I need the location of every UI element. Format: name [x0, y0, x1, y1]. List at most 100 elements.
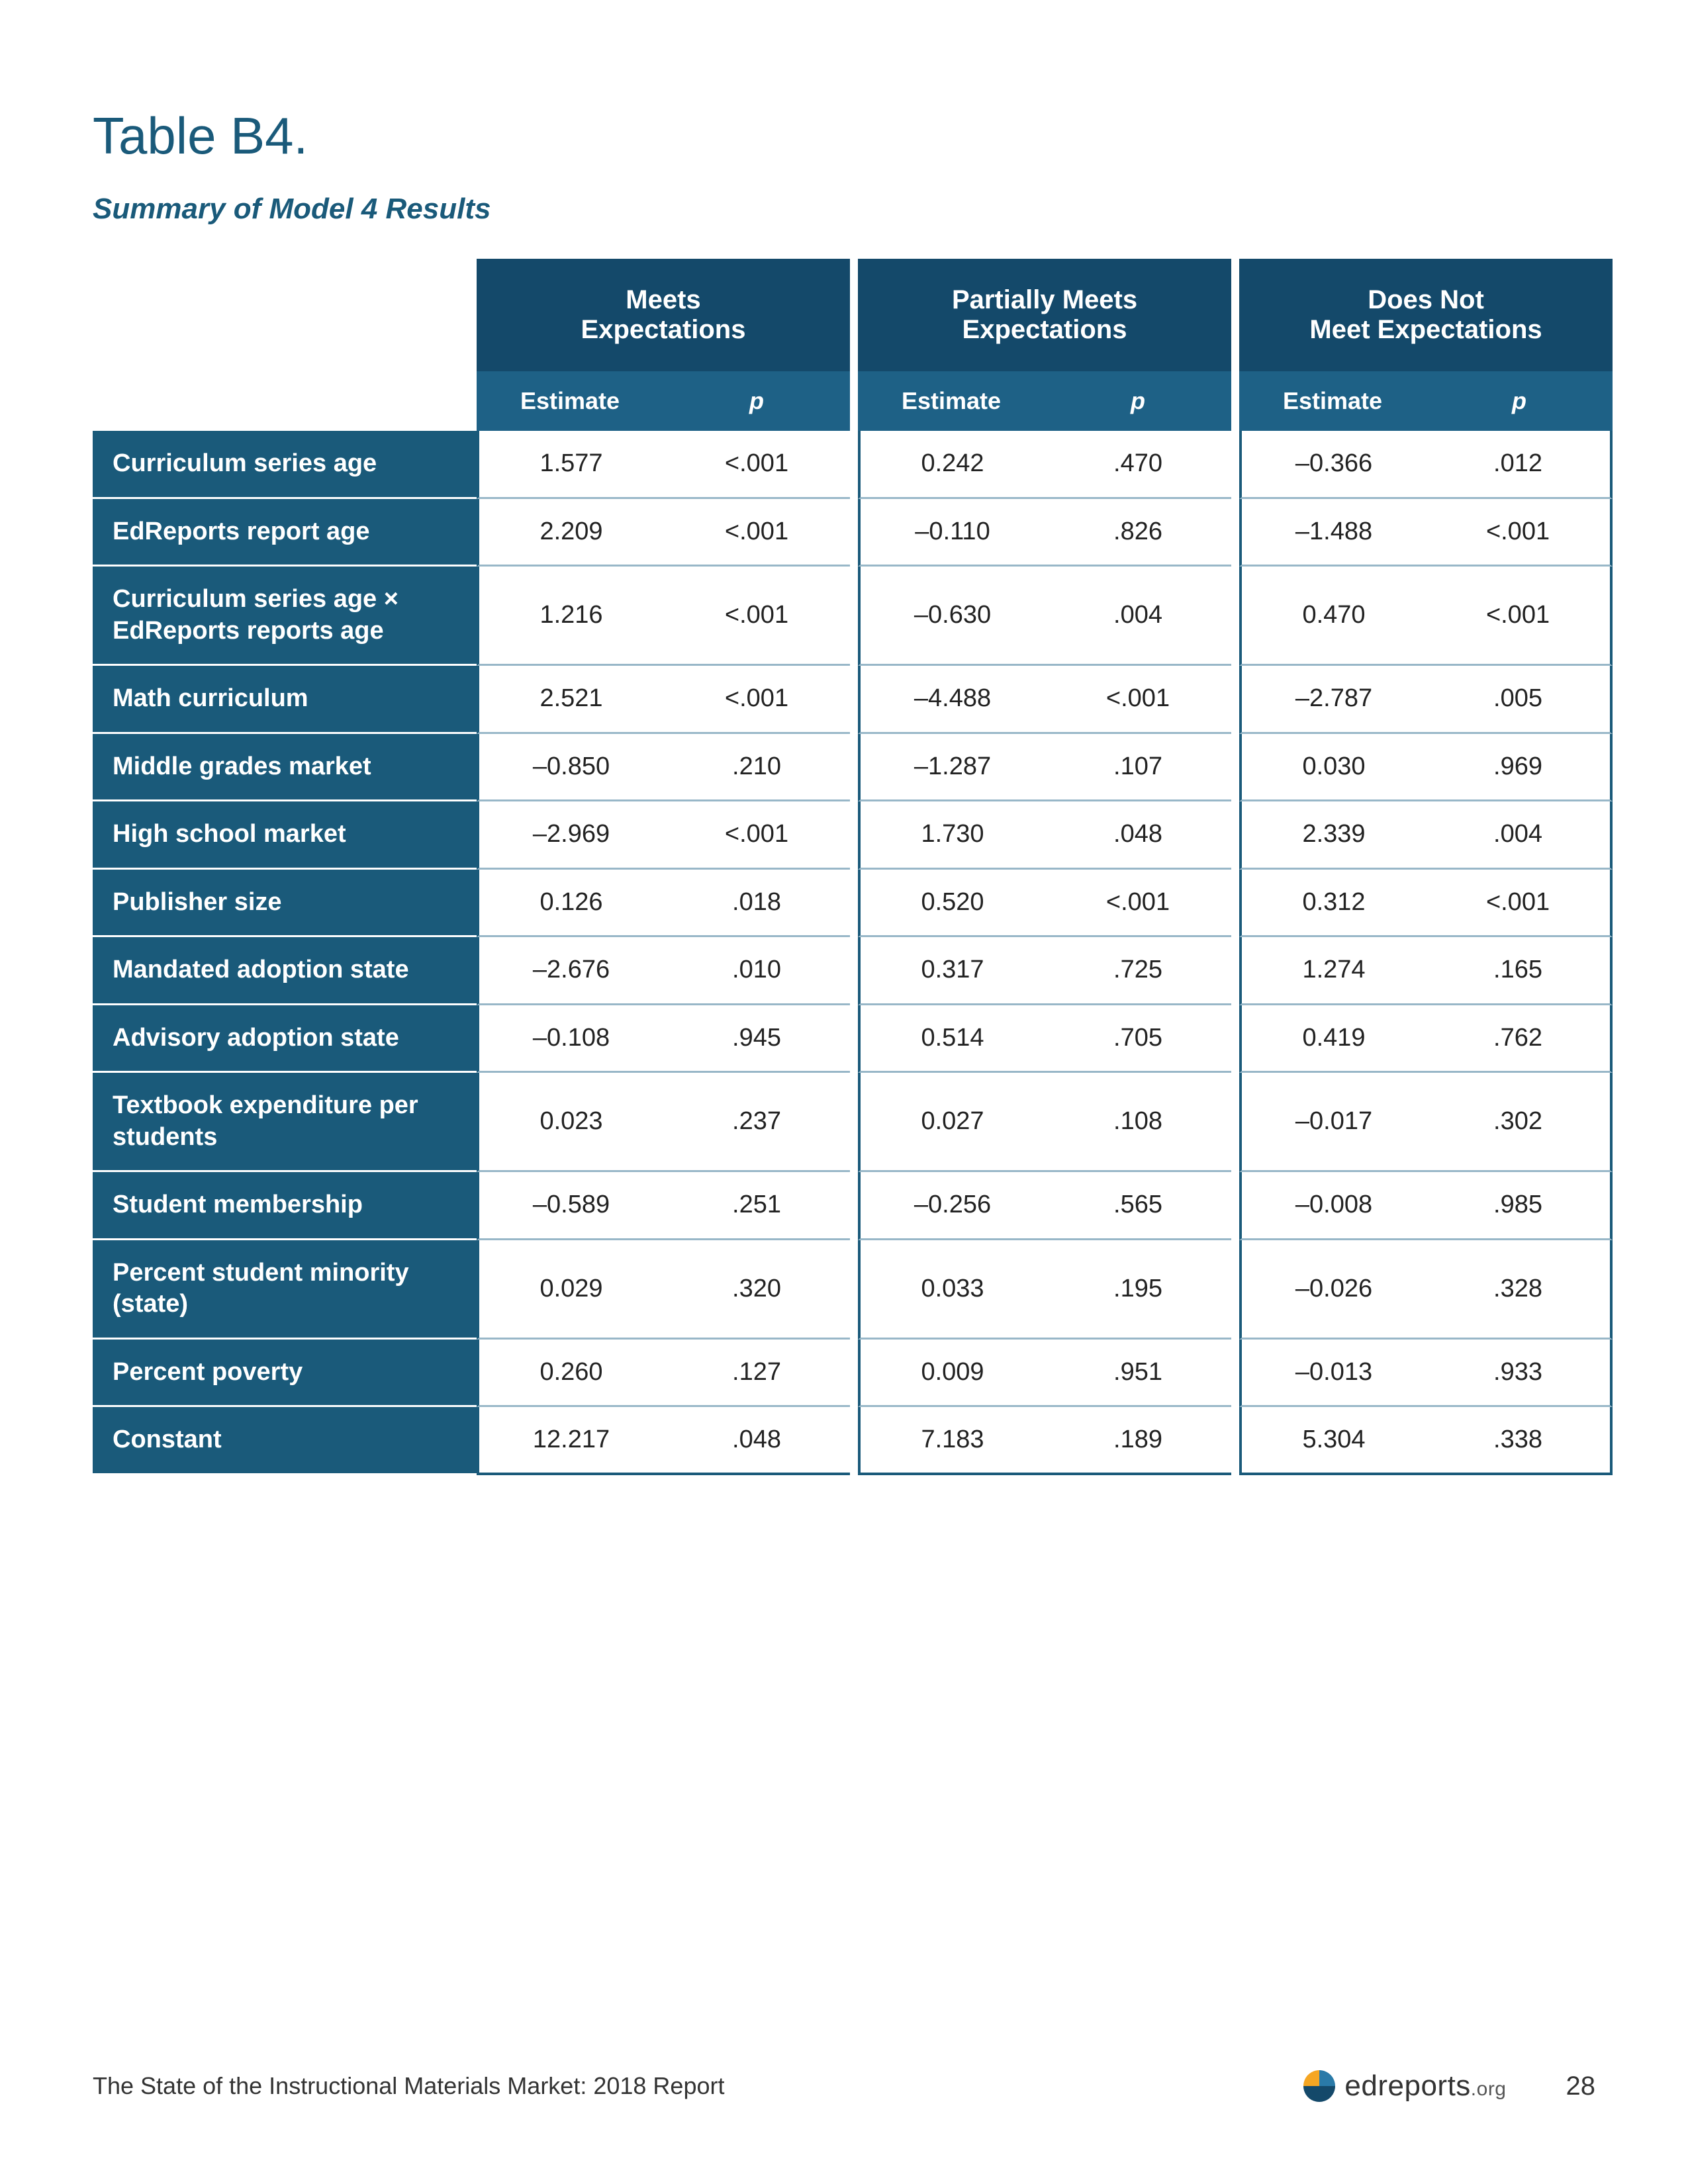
page-footer: The State of the Instructional Materials… — [93, 2068, 1595, 2105]
cell-doesnot-p: .012 — [1426, 431, 1613, 499]
cell-doesnot-p: .762 — [1426, 1005, 1613, 1073]
cell-partial-estimate: 7.183 — [858, 1407, 1045, 1475]
cell-meets-p: <.001 — [663, 499, 850, 567]
table-title: Table B4. — [93, 106, 1595, 166]
cell-meets-estimate: –0.589 — [477, 1172, 663, 1240]
table-row: Curriculum series age1.577<.0010.242.470… — [93, 431, 1613, 499]
table-row: Curriculum series age × EdReports report… — [93, 567, 1613, 666]
cell-partial-p: .470 — [1045, 431, 1231, 499]
table-row: Textbook expenditure per students0.023.2… — [93, 1073, 1613, 1172]
table-row: Middle grades market–0.850.210–1.287.107… — [93, 734, 1613, 802]
cell-doesnot-estimate: 0.312 — [1239, 870, 1426, 938]
col-group-doesnot: Does NotMeet Expectations — [1239, 259, 1613, 371]
cell-meets-p: .320 — [663, 1240, 850, 1340]
table-header-groups: MeetsExpectations Partially MeetsExpecta… — [93, 259, 1613, 371]
subcol-estimate: Estimate — [858, 371, 1045, 431]
table-row: Constant12.217.0487.183.1895.304.338 — [93, 1407, 1613, 1475]
row-label: Publisher size — [93, 870, 477, 938]
cell-doesnot-p: .933 — [1426, 1340, 1613, 1408]
cell-meets-estimate: 1.577 — [477, 431, 663, 499]
cell-partial-estimate: 0.520 — [858, 870, 1045, 938]
cell-partial-p: <.001 — [1045, 870, 1231, 938]
cell-doesnot-p: .005 — [1426, 666, 1613, 734]
row-label: Mandated adoption state — [93, 937, 477, 1005]
cell-meets-estimate: –0.850 — [477, 734, 663, 802]
cell-partial-p: .189 — [1045, 1407, 1231, 1475]
subcol-estimate: Estimate — [477, 371, 663, 431]
cell-partial-estimate: –0.110 — [858, 499, 1045, 567]
cell-doesnot-estimate: –1.488 — [1239, 499, 1426, 567]
row-label: Textbook expenditure per students — [93, 1073, 477, 1172]
cell-meets-p: <.001 — [663, 666, 850, 734]
col-group-partial: Partially MeetsExpectations — [858, 259, 1231, 371]
cell-doesnot-p: .165 — [1426, 937, 1613, 1005]
cell-partial-estimate: –0.630 — [858, 567, 1045, 666]
cell-meets-p: .048 — [663, 1407, 850, 1475]
cell-partial-estimate: –1.287 — [858, 734, 1045, 802]
cell-doesnot-estimate: –0.026 — [1239, 1240, 1426, 1340]
table-subtitle: Summary of Model 4 Results — [93, 193, 1595, 226]
cell-meets-p: .210 — [663, 734, 850, 802]
cell-partial-estimate: 0.009 — [858, 1340, 1045, 1408]
cell-partial-estimate: 0.242 — [858, 431, 1045, 499]
cell-doesnot-p: .004 — [1426, 801, 1613, 870]
cell-meets-p: .237 — [663, 1073, 850, 1172]
row-label: Curriculum series age × EdReports report… — [93, 567, 477, 666]
cell-meets-estimate: 0.126 — [477, 870, 663, 938]
cell-partial-p: .725 — [1045, 937, 1231, 1005]
cell-meets-estimate: –2.969 — [477, 801, 663, 870]
cell-doesnot-p: <.001 — [1426, 499, 1613, 567]
row-label: Math curriculum — [93, 666, 477, 734]
cell-partial-p: .108 — [1045, 1073, 1231, 1172]
cell-partial-p: .048 — [1045, 801, 1231, 870]
cell-meets-p: <.001 — [663, 801, 850, 870]
cell-meets-estimate: 12.217 — [477, 1407, 663, 1475]
cell-doesnot-estimate: –0.366 — [1239, 431, 1426, 499]
subcol-p: p — [1426, 371, 1613, 431]
row-label: EdReports report age — [93, 499, 477, 567]
cell-partial-estimate: 0.033 — [858, 1240, 1045, 1340]
cell-meets-estimate: 0.260 — [477, 1340, 663, 1408]
results-table: MeetsExpectations Partially MeetsExpecta… — [93, 259, 1613, 1475]
cell-partial-p: .107 — [1045, 734, 1231, 802]
cell-meets-p: <.001 — [663, 431, 850, 499]
cell-doesnot-estimate: 0.419 — [1239, 1005, 1426, 1073]
table-row: Math curriculum2.521<.001–4.488<.001–2.7… — [93, 666, 1613, 734]
logo-text: edreports.org — [1344, 2070, 1506, 2103]
cell-partial-p: <.001 — [1045, 666, 1231, 734]
cell-doesnot-estimate: 0.470 — [1239, 567, 1426, 666]
subcol-p: p — [663, 371, 850, 431]
cell-partial-estimate: 1.730 — [858, 801, 1045, 870]
table-header-subcols: Estimate p Estimate p Estimate p — [93, 371, 1613, 431]
cell-meets-estimate: 0.023 — [477, 1073, 663, 1172]
cell-doesnot-p: <.001 — [1426, 870, 1613, 938]
cell-partial-estimate: –4.488 — [858, 666, 1045, 734]
page-number: 28 — [1566, 2071, 1596, 2101]
row-label: Curriculum series age — [93, 431, 477, 499]
cell-partial-p: .565 — [1045, 1172, 1231, 1240]
col-group-meets: MeetsExpectations — [477, 259, 850, 371]
cell-meets-p: .010 — [663, 937, 850, 1005]
cell-doesnot-p: .969 — [1426, 734, 1613, 802]
cell-meets-estimate: –2.676 — [477, 937, 663, 1005]
table-row: EdReports report age2.209<.001–0.110.826… — [93, 499, 1613, 567]
row-label: Percent student minority (state) — [93, 1240, 477, 1340]
subcol-p: p — [1045, 371, 1231, 431]
cell-partial-p: .951 — [1045, 1340, 1231, 1408]
cell-doesnot-estimate: –0.008 — [1239, 1172, 1426, 1240]
table-row: Publisher size0.126.0180.520<.0010.312<.… — [93, 870, 1613, 938]
row-label: Middle grades market — [93, 734, 477, 802]
cell-doesnot-p: .985 — [1426, 1172, 1613, 1240]
cell-doesnot-p: .328 — [1426, 1240, 1613, 1340]
cell-meets-estimate: 2.521 — [477, 666, 663, 734]
footer-report-title: The State of the Instructional Materials… — [93, 2072, 724, 2100]
cell-partial-estimate: 0.514 — [858, 1005, 1045, 1073]
row-label: Percent poverty — [93, 1340, 477, 1408]
cell-meets-estimate: 2.209 — [477, 499, 663, 567]
cell-meets-p: .018 — [663, 870, 850, 938]
cell-partial-p: .004 — [1045, 567, 1231, 666]
cell-partial-p: .826 — [1045, 499, 1231, 567]
table-row: Percent student minority (state)0.029.32… — [93, 1240, 1613, 1340]
cell-doesnot-estimate: 2.339 — [1239, 801, 1426, 870]
cell-partial-estimate: 0.317 — [858, 937, 1045, 1005]
